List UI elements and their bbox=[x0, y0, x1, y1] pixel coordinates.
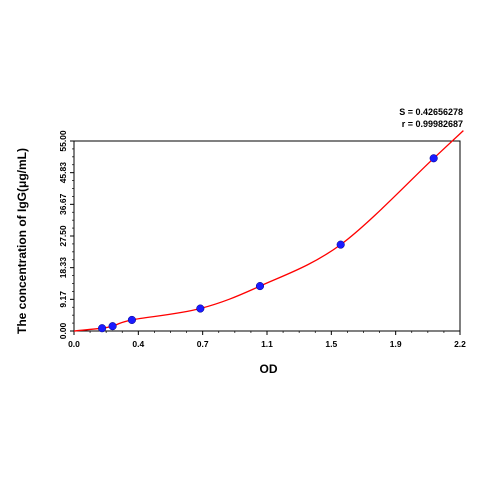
r-value-annotation: r = 0.99982687 bbox=[401, 119, 463, 129]
y-tick-label: 9.17 bbox=[58, 291, 68, 308]
y-tick-label: 36.67 bbox=[58, 193, 68, 215]
data-point bbox=[429, 154, 438, 163]
data-point bbox=[255, 282, 265, 291]
data-point bbox=[196, 304, 205, 313]
plot-frame bbox=[73, 140, 461, 332]
s-value-annotation: S = 0.42656278 bbox=[399, 107, 463, 117]
y-tick-label: 55.00 bbox=[58, 130, 68, 152]
x-tick-label: 1.1 bbox=[261, 339, 273, 349]
y-tick-label: 0.00 bbox=[58, 322, 68, 339]
x-tick-label: 2.2 bbox=[454, 339, 466, 349]
data-point bbox=[127, 315, 136, 324]
x-tick-label: 1.9 bbox=[390, 339, 402, 349]
x-tick-label: 0.4 bbox=[132, 339, 144, 349]
data-point bbox=[98, 324, 107, 333]
x-tick-label: 0.0 bbox=[68, 339, 80, 349]
data-point bbox=[108, 322, 117, 331]
x-axis-title: OD bbox=[259, 362, 278, 376]
y-tick-label: 45.83 bbox=[58, 162, 68, 184]
x-tick-label: 1.5 bbox=[325, 339, 337, 349]
y-axis-title: The concentration of IgG(μg/mL) bbox=[15, 148, 29, 334]
y-tick-label: 27.50 bbox=[58, 225, 68, 247]
y-tick-label: 18.33 bbox=[58, 257, 68, 279]
x-tick-label: 0.7 bbox=[197, 339, 209, 349]
data-point bbox=[336, 240, 345, 249]
fit-curve bbox=[73, 130, 464, 332]
